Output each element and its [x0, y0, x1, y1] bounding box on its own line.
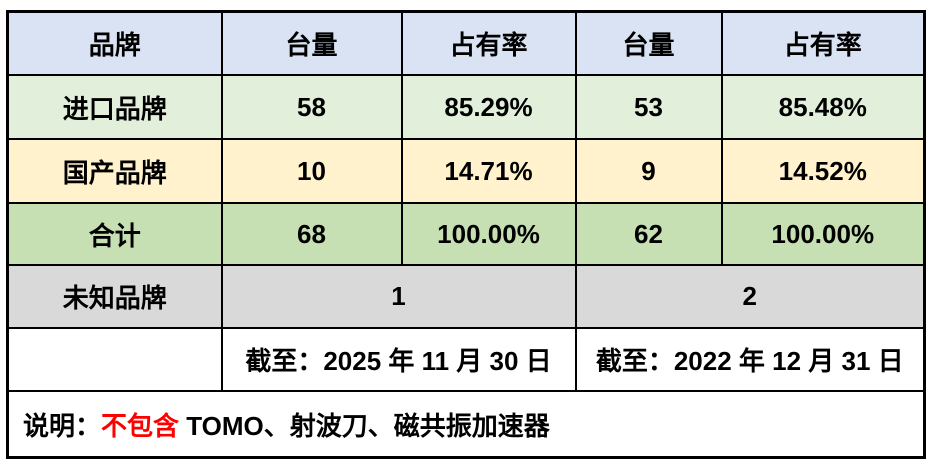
empty-cell [6, 327, 223, 392]
table-canvas: 品牌 台量 占有率 台量 占有率 进口品牌 58 85.29% 53 85.48… [6, 10, 926, 459]
domestic-units-left: 10 [220, 138, 403, 204]
header-units-right: 台量 [574, 10, 723, 76]
unknown-brand-row: 未知品牌 1 2 [6, 264, 926, 329]
cutoff-date-left: 截至：2025 年 11 月 30 日 [220, 327, 577, 392]
header-units-left: 台量 [220, 10, 403, 76]
note-row: 说明：不包含 TOMO、射波刀、磁共振加速器 [6, 390, 926, 459]
total-label: 合计 [6, 202, 223, 266]
unknown-brand-label: 未知品牌 [6, 264, 223, 329]
header-row: 品牌 台量 占有率 台量 占有率 [6, 10, 926, 76]
header-share-left: 占有率 [400, 10, 577, 76]
unknown-count-left: 1 [220, 264, 577, 329]
brand-share-table: 品牌 台量 占有率 台量 占有率 进口品牌 58 85.29% 53 85.48… [6, 10, 926, 459]
import-brand-label: 进口品牌 [6, 74, 223, 140]
note-cell: 说明：不包含 TOMO、射波刀、磁共振加速器 [6, 390, 926, 459]
domestic-share-right: 14.52% [720, 138, 926, 204]
domestic-brand-row: 国产品牌 10 14.71% 9 14.52% [6, 138, 926, 204]
total-units-right: 62 [574, 202, 723, 266]
total-share-right: 100.00% [720, 202, 926, 266]
total-units-left: 68 [220, 202, 403, 266]
cutoff-date-right: 截至：2022 年 12 月 31 日 [574, 327, 926, 392]
note-suffix: TOMO、射波刀、磁共振加速器 [179, 410, 550, 441]
header-share-right: 占有率 [720, 10, 926, 76]
import-share-right: 85.48% [720, 74, 926, 140]
note-prefix: 说明： [23, 410, 102, 441]
domestic-units-right: 9 [574, 138, 723, 204]
unknown-count-right: 2 [574, 264, 926, 329]
domestic-share-left: 14.71% [400, 138, 577, 204]
import-units-left: 58 [220, 74, 403, 140]
total-share-left: 100.00% [400, 202, 577, 266]
domestic-brand-label: 国产品牌 [6, 138, 223, 204]
import-units-right: 53 [574, 74, 723, 140]
header-brand: 品牌 [6, 10, 223, 76]
note-highlight: 不包含 [101, 410, 180, 441]
import-brand-row: 进口品牌 58 85.29% 53 85.48% [6, 74, 926, 140]
cutoff-date-row: 截至：2025 年 11 月 30 日 截至：2022 年 12 月 31 日 [6, 327, 926, 392]
total-row: 合计 68 100.00% 62 100.00% [6, 202, 926, 266]
import-share-left: 85.29% [400, 74, 577, 140]
